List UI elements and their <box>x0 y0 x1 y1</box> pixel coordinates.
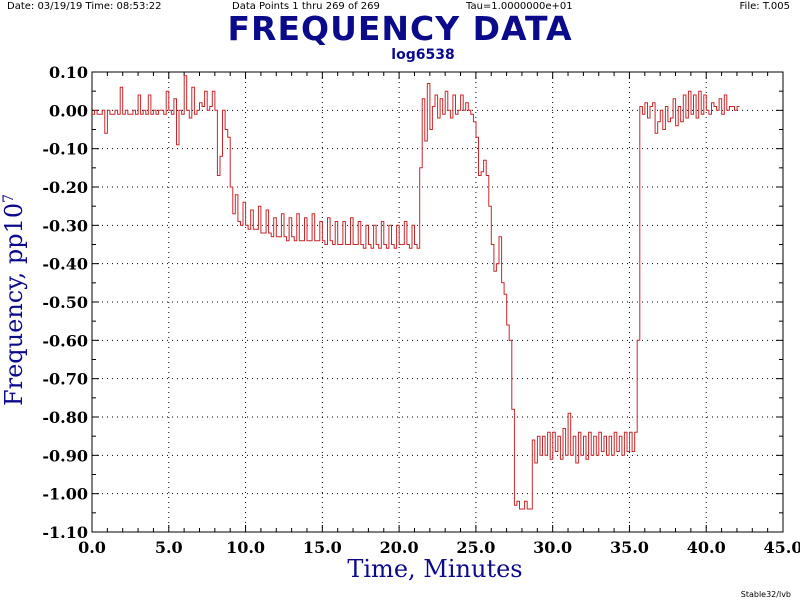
y-tick-label: -0.70 <box>42 370 88 389</box>
x-tick-label: 20.0 <box>380 538 419 557</box>
y-tick-label: -0.30 <box>42 216 88 235</box>
x-tick-label: 0.0 <box>78 538 106 557</box>
y-axis-title: Frequency, pp107 <box>0 194 28 406</box>
y-tick-label: -0.40 <box>42 255 88 274</box>
x-tick-label: 5.0 <box>155 538 183 557</box>
y-axis-title-superscript: 7 <box>1 194 17 203</box>
frequency-trace <box>92 75 740 510</box>
y-tick-label: -0.90 <box>42 446 88 465</box>
tick-labels: 0.0 5.0 10.0 15.0 20.0 25.0 30.0 35.0 40.0 45.0 0.… <box>42 63 800 557</box>
y-tick-label: 0.10 <box>49 63 88 82</box>
y-tick-label: -0.50 <box>42 293 88 312</box>
y-tick-label: -0.60 <box>42 331 88 350</box>
x-tick-label: 45.0 <box>764 538 800 557</box>
footer-mark: Stable32/lvb <box>740 590 791 599</box>
x-tick-label: 30.0 <box>533 538 572 557</box>
header-date-time: Date: 03/19/19 Time: 08:53:22 <box>7 1 162 12</box>
header-data-points: Data Points 1 thru 269 of 269 <box>232 1 380 12</box>
header-file: File: T.005 <box>739 1 790 12</box>
x-tick-label: 15.0 <box>303 538 342 557</box>
chart-title: FREQUENCY DATA <box>227 9 573 48</box>
header-tau: Tau=1.0000000e+01 <box>466 1 573 12</box>
chart-subtitle: log6538 <box>391 47 455 63</box>
axis-ticks <box>91 71 784 533</box>
y-axis-title-main: Frequency, pp10 <box>0 203 28 406</box>
y-tick-label: -1.00 <box>42 485 88 504</box>
y-tick-label: -0.80 <box>42 408 88 427</box>
x-axis-title: Time, Minutes <box>347 555 522 583</box>
x-tick-label: 25.0 <box>456 538 495 557</box>
grid <box>92 72 783 532</box>
x-tick-label: 10.0 <box>226 538 265 557</box>
y-tick-label: -0.10 <box>42 140 88 159</box>
x-tick-label: 40.0 <box>687 538 726 557</box>
y-tick-label: -1.10 <box>42 523 88 542</box>
y-tick-label: 0.00 <box>49 101 88 120</box>
y-tick-label: -0.20 <box>42 178 88 197</box>
x-tick-label: 35.0 <box>610 538 649 557</box>
